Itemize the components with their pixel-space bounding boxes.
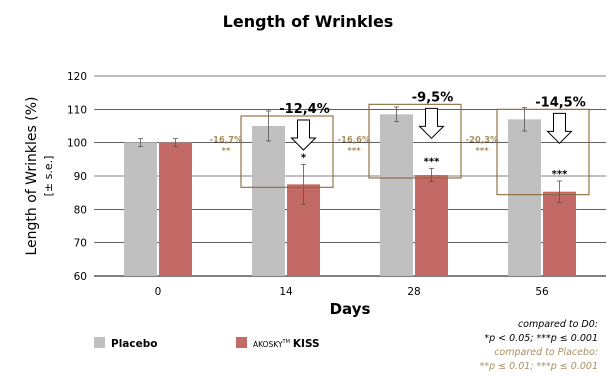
down-arrow-icon-day-56 — [546, 112, 573, 145]
down-arrow-icon-day-28 — [418, 107, 445, 140]
significance-notes: compared to D0: *p < 0.05; ***p ≤ 0.001 … — [480, 319, 598, 372]
placebo-diff-label-day-28: -16,6% — [337, 135, 370, 145]
significance-stars-d0-day-56: *** — [552, 169, 568, 180]
y-tick-label-110: 110 — [67, 104, 87, 116]
placebo-diff-label-day-14: -16,7% — [209, 135, 242, 145]
y-tick-labels: 60 70 80 90 100 110 120 — [67, 71, 87, 283]
bar-kiss-day-56 — [543, 191, 576, 276]
x-axis-label: Days — [330, 300, 371, 318]
comparison-bracket-day-14 — [240, 115, 334, 188]
legend-brand: AKOSKY — [253, 340, 283, 349]
y-tick-label-80: 80 — [74, 204, 87, 216]
x-tick-label-0: 0 — [155, 286, 162, 298]
y-axis-label: Length of Wrinkles (%) — [24, 97, 40, 256]
note-placebo-text: **p ≤ 0.01; ***p ≤ 0.001 — [480, 361, 598, 372]
significance-stars-d0-day-14: * — [301, 152, 307, 163]
legend-label-placebo: Placebo — [111, 338, 157, 350]
comparison-bracket-day-28 — [368, 103, 462, 179]
change-label-day-56: -14,5% — [535, 95, 586, 110]
legend: Placebo AKOSKYTM KISS — [94, 337, 320, 350]
bar-placebo-day-28 — [380, 114, 413, 276]
legend-swatch-kiss — [236, 337, 247, 348]
bars — [124, 114, 576, 276]
note-placebo-title: compared to Placebo: — [494, 347, 598, 358]
placebo-stars-day-56: *** — [475, 146, 489, 156]
note-d0-title: compared to D0: — [518, 319, 598, 330]
change-label-day-28: -9,5% — [412, 90, 453, 105]
x-tick-label-56: 56 — [535, 286, 549, 298]
y-axis-sublabel: [± s.e.] — [42, 156, 55, 197]
placebo-stars-day-28: *** — [347, 146, 361, 156]
legend-product: KISS — [293, 338, 320, 350]
legend-label-kiss: AKOSKYTM KISS — [253, 338, 320, 350]
chart-title: Length of Wrinkles — [223, 12, 394, 31]
y-tick-label-70: 70 — [74, 238, 87, 250]
bar-kiss-day-28 — [415, 175, 448, 276]
x-tick-label-14: 14 — [279, 286, 293, 298]
bar-kiss-day-0 — [159, 142, 192, 276]
change-label-day-14: -12,4% — [279, 102, 330, 117]
bar-placebo-day-56 — [508, 119, 541, 276]
x-tick-label-28: 28 — [407, 286, 420, 298]
annotations: *-12,4%-16,7%*****-9,5%-16,6%******-14,5… — [209, 90, 590, 196]
x-tick-labels: 0 14 28 56 — [155, 286, 549, 298]
legend-swatch-placebo — [94, 337, 105, 348]
y-tick-label-120: 120 — [67, 71, 87, 83]
bar-placebo-day-0 — [124, 142, 157, 276]
down-arrow-icon-day-14 — [290, 119, 317, 151]
significance-stars-d0-day-28: *** — [424, 156, 440, 167]
placebo-stars-day-14: ** — [222, 146, 231, 156]
error-bars — [138, 106, 562, 205]
note-d0-text: *p < 0.05; ***p ≤ 0.001 — [484, 333, 598, 344]
legend-tm: TM — [282, 339, 290, 345]
y-tick-label-100: 100 — [67, 138, 87, 150]
y-tick-label-90: 90 — [74, 171, 87, 183]
comparison-bracket-day-56 — [496, 108, 590, 196]
y-tick-label-60: 60 — [74, 271, 87, 283]
bar-placebo-day-14 — [252, 126, 285, 276]
placebo-diff-label-day-56: -20,3% — [465, 135, 498, 145]
